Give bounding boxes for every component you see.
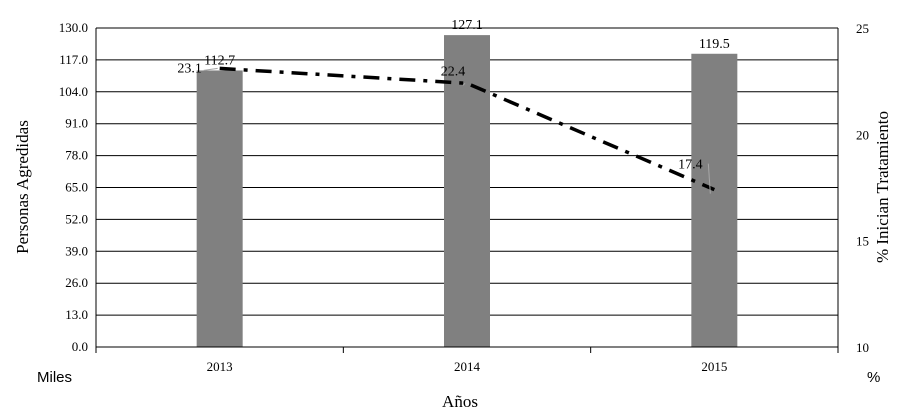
y-axis-right-title: % Inician Tratamiento bbox=[873, 111, 892, 263]
bar-data-label: 119.5 bbox=[699, 37, 730, 52]
bar-series bbox=[196, 35, 738, 348]
left-axis-ticks: 0.0 13.0 26.0 39.0 52.0 65.0 78.0 91.0 104.0 117.… bbox=[59, 20, 88, 354]
y-left-tick-label: 52.0 bbox=[65, 211, 88, 226]
right-unit-label: % bbox=[867, 369, 880, 386]
data-labels: 112.7 127.1 119.5 23.1 22.4 17.4 bbox=[177, 18, 730, 194]
x-axis-ticks: 2013 2014 2015 bbox=[207, 359, 728, 374]
y-left-tick-label: 13.0 bbox=[65, 307, 88, 322]
bar bbox=[691, 53, 738, 348]
y-right-tick-label: 10 bbox=[856, 340, 869, 355]
y-left-tick-label: 26.0 bbox=[65, 275, 88, 290]
y-right-tick-label: 20 bbox=[856, 127, 869, 142]
y-left-tick-label: 78.0 bbox=[65, 148, 88, 163]
y-left-tick-label: 117.0 bbox=[59, 52, 88, 67]
y-right-tick-label: 25 bbox=[856, 21, 869, 36]
x-axis-title: Años bbox=[442, 392, 478, 411]
y-left-tick-label: 130.0 bbox=[59, 20, 88, 35]
y-axis-left-title: Personas Agredidas bbox=[13, 120, 32, 254]
line-series bbox=[219, 66, 716, 192]
bar-data-label: 127.1 bbox=[451, 18, 483, 33]
x-tick-label: 2015 bbox=[701, 359, 727, 374]
line-data-label: 17.4 bbox=[678, 158, 703, 173]
y-right-tick-label: 15 bbox=[856, 234, 869, 249]
x-tick-label: 2014 bbox=[454, 359, 481, 374]
line-data-label: 23.1 bbox=[177, 61, 202, 76]
y-left-tick-label: 39.0 bbox=[65, 243, 88, 258]
line-label-leader bbox=[462, 82, 466, 86]
bar bbox=[196, 70, 243, 347]
y-left-tick-label: 65.0 bbox=[65, 180, 88, 195]
x-tick-label: 2013 bbox=[207, 359, 233, 374]
right-axis-ticks: 10 15 20 25 bbox=[856, 21, 869, 355]
axes bbox=[95, 28, 839, 353]
bar-data-label: 112.7 bbox=[204, 53, 235, 68]
line-data-label: 22.4 bbox=[441, 64, 466, 79]
line-label-leader bbox=[707, 163, 711, 194]
line-label-leader bbox=[203, 67, 218, 71]
y-left-tick-label: 104.0 bbox=[59, 84, 88, 99]
left-unit-label: Miles bbox=[37, 369, 72, 386]
bar bbox=[444, 35, 490, 348]
y-left-tick-label: 0.0 bbox=[72, 339, 88, 354]
y-left-tick-label: 91.0 bbox=[65, 116, 88, 131]
line-series-path bbox=[219, 66, 716, 192]
